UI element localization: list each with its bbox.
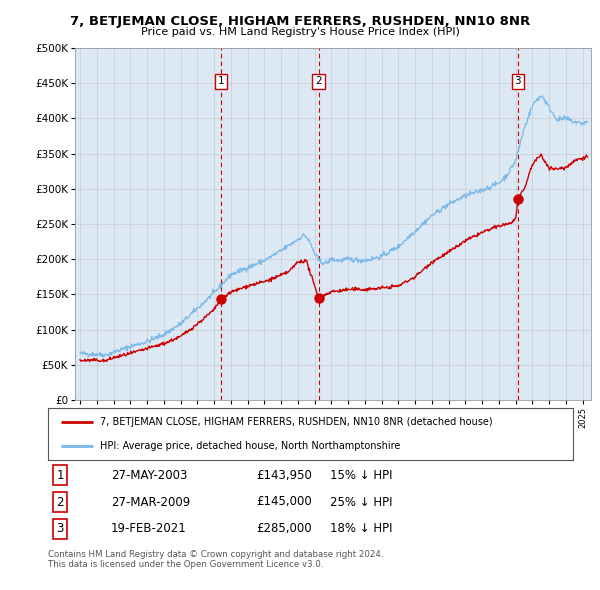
Text: This data is licensed under the Open Government Licence v3.0.: This data is licensed under the Open Gov… [48, 560, 323, 569]
Text: 7, BETJEMAN CLOSE, HIGHAM FERRERS, RUSHDEN, NN10 8NR (detached house): 7, BETJEMAN CLOSE, HIGHAM FERRERS, RUSHD… [101, 417, 493, 427]
Text: 2: 2 [56, 496, 64, 509]
Text: HPI: Average price, detached house, North Northamptonshire: HPI: Average price, detached house, Nort… [101, 441, 401, 451]
Text: 3: 3 [514, 77, 521, 87]
Text: 7, BETJEMAN CLOSE, HIGHAM FERRERS, RUSHDEN, NN10 8NR: 7, BETJEMAN CLOSE, HIGHAM FERRERS, RUSHD… [70, 15, 530, 28]
Text: 19-FEB-2021: 19-FEB-2021 [111, 522, 187, 535]
Text: 1: 1 [56, 469, 64, 482]
Text: £143,950: £143,950 [256, 469, 312, 482]
Text: 2: 2 [315, 77, 322, 87]
Text: 18% ↓ HPI: 18% ↓ HPI [330, 522, 392, 535]
Text: 27-MAY-2003: 27-MAY-2003 [111, 469, 187, 482]
Text: £285,000: £285,000 [256, 522, 312, 535]
Text: Price paid vs. HM Land Registry's House Price Index (HPI): Price paid vs. HM Land Registry's House … [140, 27, 460, 37]
Text: 25% ↓ HPI: 25% ↓ HPI [330, 496, 392, 509]
Text: Contains HM Land Registry data © Crown copyright and database right 2024.: Contains HM Land Registry data © Crown c… [48, 550, 383, 559]
Text: 27-MAR-2009: 27-MAR-2009 [111, 496, 190, 509]
Text: 3: 3 [56, 522, 64, 535]
Text: 1: 1 [218, 77, 224, 87]
Text: £145,000: £145,000 [256, 496, 312, 509]
Text: 15% ↓ HPI: 15% ↓ HPI [330, 469, 392, 482]
